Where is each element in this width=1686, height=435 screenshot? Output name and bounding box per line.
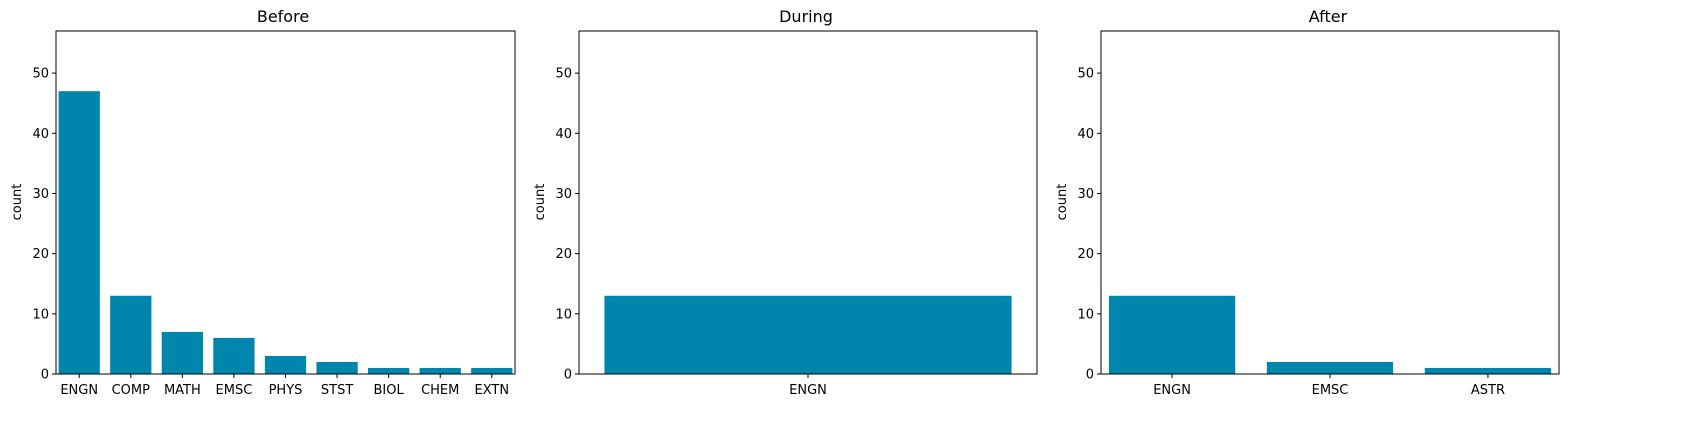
bar: [604, 295, 1012, 374]
chart-panel-during: During count 0 10 20 30 40 50 ENGN: [533, 7, 1038, 398]
y-tick-label: 30: [555, 187, 572, 202]
bar: [316, 361, 358, 374]
y-axis-label: count: [10, 184, 25, 221]
chart-title: During: [779, 7, 833, 26]
bar: [419, 367, 461, 374]
y-tick-label: 0: [564, 368, 572, 383]
x-tick-label: ENGN: [1153, 383, 1191, 398]
bar: [110, 295, 152, 374]
x-tick-label: CHEM: [421, 383, 459, 398]
x-tick-label: ENGN: [789, 383, 827, 398]
y-tick-label: 0: [1086, 368, 1094, 383]
y-tick-label: 20: [32, 247, 49, 262]
x-tick-label: EMSC: [216, 383, 253, 398]
bar: [1424, 367, 1552, 374]
y-tick-label: 30: [1077, 187, 1094, 202]
x-tick-label: COMP: [112, 383, 151, 398]
plot-area: 0 10 20 30 40 50 ENGN EMSC ASTR: [1077, 30, 1560, 398]
x-tick-label: EMSC: [1312, 383, 1349, 398]
x-tick-label: BIOL: [374, 383, 405, 398]
chart-panel-before: Before count 0 10 20 30 40 50 ENGN COMP MATH EMSC…: [10, 7, 516, 398]
x-tick-label: ENGN: [60, 383, 98, 398]
plot-area: 0 10 20 30 40 50 ENGN: [555, 30, 1038, 398]
y-tick-label: 40: [1077, 127, 1094, 142]
bar: [161, 331, 203, 374]
bar: [1108, 295, 1236, 374]
y-tick-label: 20: [1077, 247, 1094, 262]
x-tick-label: EXTN: [475, 383, 510, 398]
y-tick-label: 20: [555, 247, 572, 262]
y-tick-label: 30: [32, 187, 49, 202]
y-tick-label: 10: [1077, 307, 1094, 322]
x-tick-label: PHYS: [269, 383, 303, 398]
y-tick-label: 10: [32, 307, 49, 322]
x-tick-label: MATH: [164, 383, 201, 398]
y-tick-label: 10: [555, 307, 572, 322]
bar: [1266, 361, 1394, 374]
bar: [58, 91, 100, 374]
bar: [368, 367, 410, 374]
chart-panel-after: After count 0 10 20 30 40 50 ENGN EMSC ASTR: [1055, 7, 1560, 398]
x-tick-label: ASTR: [1471, 383, 1505, 398]
y-tick-label: 40: [32, 127, 49, 142]
bar: [213, 337, 255, 374]
x-tick-label: STST: [321, 383, 353, 398]
y-tick-label: 50: [32, 67, 49, 82]
bar: [471, 367, 513, 374]
y-axis-label: count: [1055, 184, 1070, 221]
bar: [264, 355, 307, 374]
chart-title: After: [1309, 7, 1348, 26]
plot-area: 0 10 20 30 40 50 ENGN COMP MATH EMSC PHYS STST BIOL C…: [32, 30, 516, 398]
y-axis-label: count: [533, 184, 548, 221]
y-tick-label: 50: [1077, 67, 1094, 82]
y-tick-label: 50: [555, 67, 572, 82]
chart-title: Before: [257, 7, 309, 26]
y-tick-label: 40: [555, 127, 572, 142]
y-tick-label: 0: [41, 368, 49, 383]
